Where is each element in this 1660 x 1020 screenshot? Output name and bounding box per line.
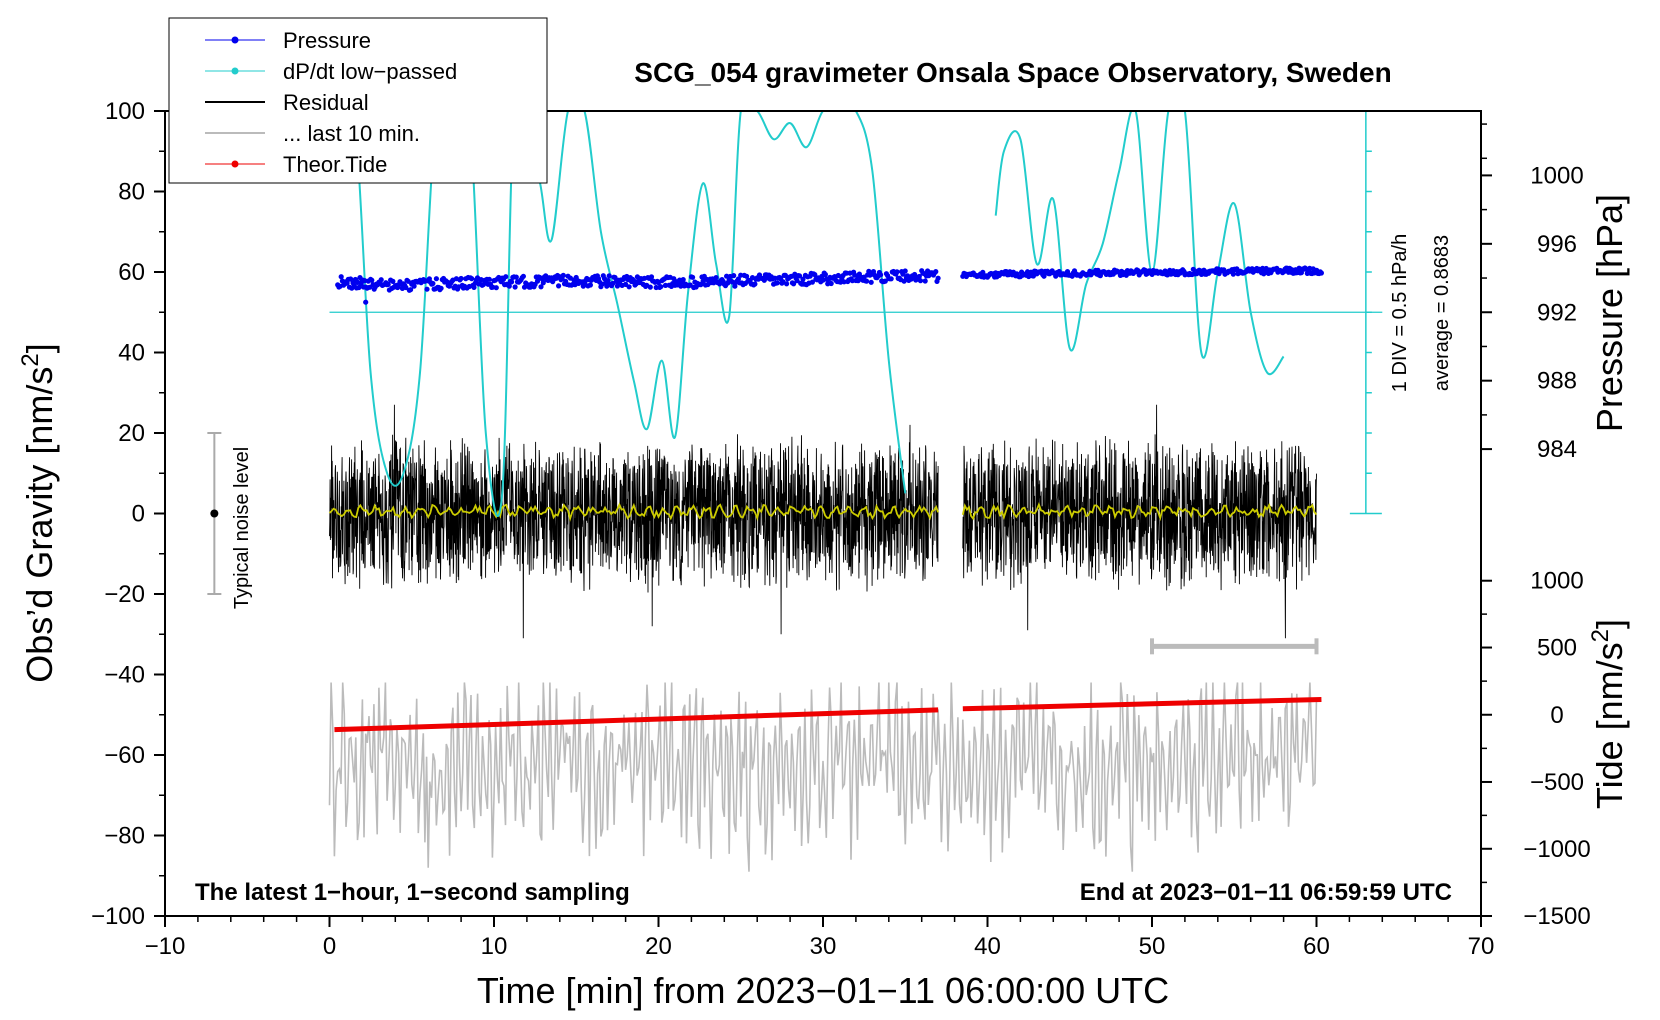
y-tick-label-7: 40	[118, 340, 145, 367]
residual-line	[329, 404, 1317, 639]
dpdt-scale-label: 1 DIV = 0.5 hPa/h	[1389, 234, 1411, 392]
noise-bar-center	[210, 509, 219, 518]
legend-label-dpdt: dP/dt low−passed	[283, 59, 457, 84]
last-10-min-line	[328, 682, 1318, 872]
y-tick-label-1: −80	[104, 823, 145, 850]
residual-smoothed-line	[328, 501, 1318, 522]
tide-tick-label-5: 1000	[1530, 568, 1583, 595]
y-axis-label-sup: 2	[17, 353, 44, 366]
x-axis-label: Time [min] from 2023−01−11 06:00:00 UTC	[477, 970, 1169, 1011]
legend: Pressure dP/dt low−passed Residual ... l…	[168, 17, 548, 184]
y-axis-label: Obs’d Gravity [nm/s2]	[17, 343, 60, 682]
y-tick-label-9: 80	[118, 179, 145, 206]
tide-axis-label-tail: ]	[1589, 619, 1630, 629]
y-tick-label-10: 100	[105, 98, 145, 125]
legend-marker-tide	[231, 160, 239, 168]
y-tick-label-3: −40	[104, 662, 145, 689]
x-tick-label-4: 30	[810, 933, 837, 960]
legend-item-residual: Residual	[205, 90, 369, 115]
tide-tick-label-4: 500	[1537, 635, 1577, 662]
legend-label-pressure: Pressure	[283, 28, 371, 53]
legend-box	[168, 17, 548, 184]
legend-marker-dpdt	[231, 67, 239, 75]
pressure-tick-label-4: 1000	[1530, 162, 1583, 189]
x-tick-label-7: 60	[1303, 933, 1330, 960]
y-tick-label-4: −20	[104, 581, 145, 608]
tide-line-1	[962, 696, 1322, 712]
tide-axis-label-main: Tide [nm/s	[1589, 642, 1630, 809]
tide-tick-label-1: −1000	[1523, 836, 1590, 863]
legend-label-residual: Residual	[283, 90, 369, 115]
chart-title: SCG_054 gravimeter Onsala Space Observat…	[634, 57, 1391, 88]
tide-tick-label-0: −1500	[1523, 903, 1590, 930]
legend-item-tide: Theor.Tide	[205, 152, 387, 177]
dpdt-line-1	[994, 111, 1285, 376]
y-tick-label-6: 20	[118, 420, 145, 447]
footer-right: End at 2023−01−11 06:59:59 UTC	[1080, 879, 1452, 906]
legend-item-dpdt: dP/dt low−passed	[205, 59, 457, 84]
x-tick-label-8: 70	[1468, 933, 1495, 960]
pressure-tick-label-1: 988	[1537, 368, 1577, 395]
pressure-dots	[335, 265, 1325, 293]
y-tick-label-0: −100	[91, 903, 145, 930]
last-10-min-bracket	[1150, 638, 1319, 655]
pressure-series	[335, 265, 1325, 305]
pressure-axis-label: Pressure [hPa]	[1589, 194, 1630, 432]
pressure-tick-label-0: 984	[1537, 436, 1577, 463]
pressure-tick-label-3: 996	[1537, 231, 1577, 258]
noise-level-label: Typical noise level	[231, 447, 253, 609]
legend-label-tide: Theor.Tide	[283, 152, 387, 177]
x-tick-label-0: −10	[145, 933, 186, 960]
tide-axis-label-sup: 2	[1587, 629, 1614, 642]
pressure-tick-label-2: 992	[1537, 299, 1577, 326]
tide-tick-label-3: 0	[1550, 702, 1563, 729]
residual-smoothed-series	[328, 501, 1318, 522]
dpdt-average-label: average = 0.8683	[1431, 235, 1453, 391]
right-axis-ticks: 984 988 992 996 1000 −1500 −1000 −500 0 500 1000	[1481, 123, 1591, 930]
x-tick-label-2: 10	[481, 933, 508, 960]
residual-series	[329, 404, 1317, 639]
y-axis-label-tail: ]	[19, 343, 60, 353]
x-axis-ticks: −10 0 10 20 30 40 50 60 70	[145, 916, 1495, 960]
legend-item-pressure: Pressure	[205, 28, 371, 53]
legend-item-last10: ... last 10 min.	[205, 121, 420, 146]
x-tick-label-6: 50	[1139, 933, 1166, 960]
tide-tick-label-2: −500	[1530, 769, 1584, 796]
y-tick-label-5: 0	[132, 501, 145, 528]
last-10-min-series	[328, 682, 1318, 872]
x-tick-label-1: 0	[323, 933, 336, 960]
footer-left: The latest 1−hour, 1−second sampling	[195, 879, 630, 906]
pressure-outlier	[363, 299, 369, 305]
tide-line-0	[334, 707, 939, 733]
y-axis-ticks: −100 −80 −60 −40 −20 0 20 40 60 80 100	[91, 98, 165, 930]
y-axis-label-main: Obs’d Gravity [nm/s	[19, 367, 60, 683]
x-tick-label-5: 40	[974, 933, 1001, 960]
legend-label-last10: ... last 10 min.	[283, 121, 420, 146]
y-tick-label-2: −60	[104, 742, 145, 769]
tide-series	[334, 696, 1322, 733]
tide-axis-label: Tide [nm/s2]	[1587, 619, 1630, 809]
legend-marker-pressure	[231, 36, 239, 44]
x-tick-label-3: 20	[645, 933, 672, 960]
noise-level-bar	[207, 432, 222, 595]
y-tick-label-8: 60	[118, 259, 145, 286]
